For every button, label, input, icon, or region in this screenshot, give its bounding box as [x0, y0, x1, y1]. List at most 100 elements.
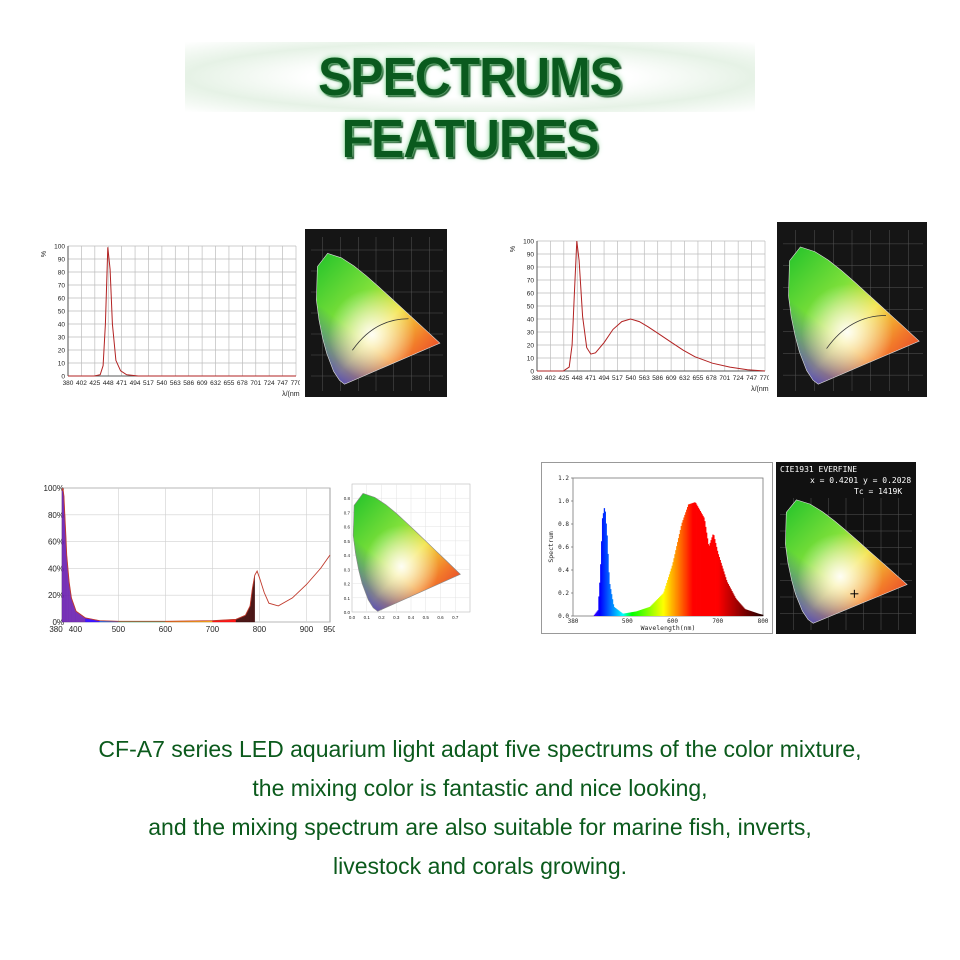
x-tick-label: 563 [639, 375, 650, 382]
spectrum-band [622, 613, 625, 616]
spectrum-band [665, 585, 667, 616]
spectrum-band [669, 571, 672, 616]
spectrum-band [617, 609, 619, 616]
x-tick-label: 380 [49, 625, 63, 634]
spectrum-line [68, 247, 296, 377]
spectrum-band [619, 611, 621, 616]
x-tick-label: 600 [159, 625, 173, 634]
spectrum-band [646, 607, 648, 616]
spectrum-band [604, 511, 606, 616]
x-tick-label: 0.1 [364, 615, 371, 620]
spectrum-band [614, 607, 616, 616]
spectrum-band [748, 610, 750, 616]
y-tick-label: 0 [61, 374, 65, 381]
spectrum-band [679, 530, 682, 616]
spectrum-band [630, 612, 632, 616]
spectrum-band [643, 608, 645, 616]
y-tick-label: 0.6 [344, 525, 351, 530]
x-tick-label: 632 [210, 380, 221, 387]
caption-line-2: the mixing color is fantastic and nice l… [252, 775, 708, 801]
spectrum-band [759, 614, 761, 616]
spectrum-band [613, 607, 616, 616]
y-tick-label: 40% [48, 564, 64, 573]
y-tick-label: 80% [48, 511, 64, 520]
spectrum-band [687, 504, 690, 616]
spectrum-band [734, 596, 736, 616]
spectrum-band [660, 595, 663, 616]
spectrum-band [606, 535, 608, 616]
spectrum-band [722, 568, 724, 616]
spectrum-band [607, 553, 609, 616]
spectrum-band [706, 532, 708, 616]
x-tick-label: 632 [679, 375, 690, 382]
y-tick-label: 0.0 [558, 613, 569, 620]
spectrum-band [620, 612, 623, 616]
spectrum-band [639, 610, 642, 616]
spectrum-band [663, 591, 665, 616]
cie-horseshoe-outline [785, 499, 908, 624]
y-tick-label: 0 [530, 369, 534, 376]
spectrum-band [715, 546, 718, 616]
spectrum-band [721, 565, 723, 616]
spectrum-band [718, 557, 720, 616]
spectrum-band [758, 613, 760, 616]
spectrum-band [687, 507, 689, 616]
spectrum-band [699, 511, 701, 616]
y-tick-label: 50 [527, 304, 535, 311]
x-tick-label: 448 [103, 380, 114, 387]
y-tick-label: 90 [58, 257, 66, 264]
spectrum-band [598, 596, 600, 616]
x-tick-label: 517 [143, 380, 154, 387]
spectrum-band [594, 613, 597, 616]
spectrum-band [741, 605, 743, 616]
spectrum-band [632, 611, 635, 616]
x-tick-label: 0.3 [393, 615, 400, 620]
cie-horseshoe-white [353, 493, 461, 612]
x-tick-label: 471 [585, 375, 596, 382]
spectrum-band [655, 600, 657, 616]
spectrum-band [743, 607, 745, 616]
x-tick-label: 540 [156, 380, 167, 387]
spectrum-band [761, 614, 763, 616]
spectrum-band [738, 602, 740, 616]
x-tick-label: 402 [76, 380, 87, 387]
spectrum-chart-4: 0.0 0.2 0.4 0.6 0.8 1.0 1.2 380 500 600 700 800 Spec… [541, 462, 773, 634]
x-tick-label: 609 [197, 380, 208, 387]
x-tick-label: 448 [572, 375, 583, 382]
spectrum-band [744, 608, 746, 616]
x-tick-label: 609 [666, 375, 677, 382]
y-tick-label: 60 [58, 296, 66, 303]
x-tick-label: 425 [558, 375, 569, 382]
spectrum-band [668, 577, 670, 616]
spectrum-band [640, 609, 643, 616]
spectrum-band [683, 517, 685, 616]
x-tick-label: 678 [706, 375, 717, 382]
y-tick-label: 70 [58, 283, 66, 290]
x-axis-label: λ/(nm) [751, 386, 769, 393]
y-tick-label: 60 [527, 291, 535, 298]
cie-diagram-2-svg [777, 222, 927, 397]
spectrum-band [611, 599, 614, 616]
spectrum-band [689, 503, 692, 616]
spectrum-band [671, 565, 673, 616]
spectrum-band [648, 607, 650, 616]
y-tick-label: 0.6 [558, 544, 569, 551]
y-tick-label: 0.4 [558, 567, 569, 574]
x-tick-label: 380 [532, 375, 543, 382]
x-tick-label: 400 [69, 625, 83, 634]
spectrum-band [600, 564, 602, 616]
x-tick-label: 600 [667, 618, 678, 625]
spectrum-band [601, 518, 604, 616]
spectrum-band [701, 514, 703, 616]
x-tick-label: 0.5 [423, 615, 430, 620]
spectrum-band [713, 535, 715, 616]
spectrum-band [760, 614, 762, 616]
cie-horseshoe-white [785, 499, 908, 624]
spectrum-band [703, 517, 705, 616]
spectrum-band [612, 604, 615, 616]
spectrum-band [672, 562, 674, 616]
spectrum-band [714, 539, 716, 616]
spectrum-band [681, 522, 683, 616]
y-tick-label: 0.8 [344, 496, 351, 501]
spectrum-band [724, 574, 726, 616]
